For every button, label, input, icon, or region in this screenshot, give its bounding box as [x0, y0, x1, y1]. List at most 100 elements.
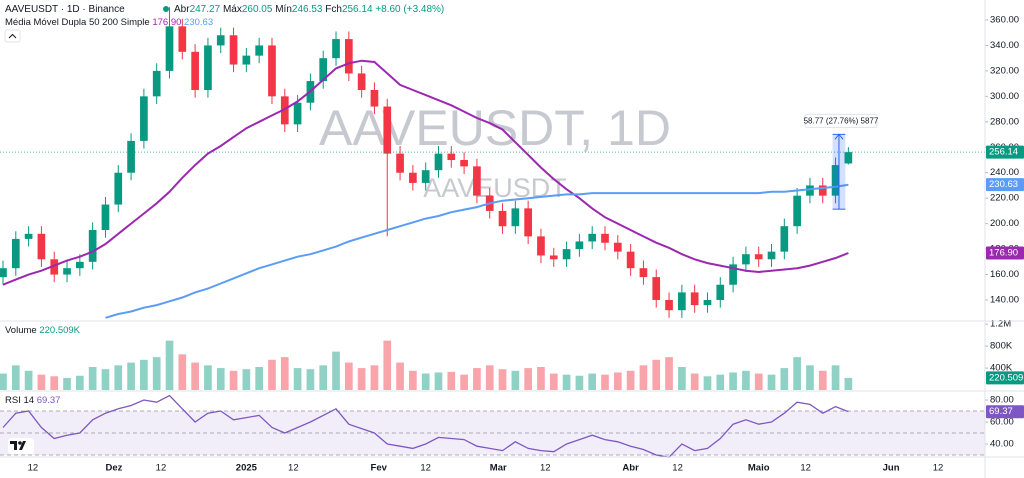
candle-body [140, 96, 148, 141]
measure-label: 58.77 (27.76%) 5877 [804, 116, 879, 125]
price-tag-label: 256.14 [989, 147, 1018, 158]
candle-body [242, 55, 251, 65]
moving-average [105, 183, 849, 319]
volume-bar [37, 374, 46, 390]
candle-body [332, 39, 340, 59]
volume-bar [613, 372, 622, 390]
candle-body [537, 236, 545, 256]
ohlc: Abr247.27 Máx260.05 Mín246.53 Fch256.14 … [174, 4, 444, 15]
volume-bar [562, 374, 571, 390]
watermark-sub: AAVEUSDT [423, 173, 567, 203]
volume-bar [409, 370, 417, 390]
y-tick-label: 360.00 [990, 14, 1019, 25]
y-tick-label: 400K [990, 363, 1013, 374]
volume-bar [396, 362, 404, 390]
y-tick-label: 60.00 [990, 417, 1014, 428]
volume-bar [216, 368, 225, 390]
ma-legend: Média Móvel Dupla 50 200 Simple 176.90 2… [5, 17, 213, 28]
y-tick-label: 1.2M [990, 319, 1011, 330]
volume-bar [678, 366, 686, 390]
candle-body [549, 255, 558, 260]
volume-bar [485, 365, 494, 390]
candle-body [88, 230, 97, 262]
candle-body [409, 172, 417, 183]
collapse-button[interactable] [4, 29, 21, 43]
open-label: Abr [174, 4, 190, 15]
candle-body [344, 39, 353, 74]
candle-body [818, 185, 827, 196]
close: 256.14 [342, 4, 373, 15]
price-tag [986, 405, 1024, 419]
watermark-main: AAVEUSDT, 1D [319, 100, 671, 156]
candle-body [396, 153, 404, 173]
volume-bar [255, 366, 264, 390]
candle-body [678, 292, 686, 311]
close-label: Fch [325, 4, 342, 15]
volume-bar [383, 340, 392, 390]
candle-body [844, 152, 853, 164]
price-tag-label: 230.63 [989, 179, 1018, 190]
y-tick-label: 80.00 [990, 395, 1014, 406]
candle-body [165, 26, 174, 71]
logo[interactable] [8, 438, 34, 454]
symbol: AAVEUSDT · 1D · Binance [5, 4, 125, 15]
candle-body [434, 153, 443, 171]
volume-bar [140, 359, 148, 390]
candle-body [280, 96, 289, 125]
candle-body [229, 35, 238, 65]
volume-bar [626, 370, 635, 390]
volume-bar [0, 373, 7, 390]
candle-body [447, 153, 456, 160]
y-tick-label: 280.00 [990, 116, 1019, 127]
candle-body [11, 238, 20, 269]
candle-body [370, 89, 379, 107]
candle-body [460, 160, 468, 167]
x-tick-label: 2025 [236, 463, 258, 474]
volume-bar [357, 368, 366, 390]
candle-body [191, 51, 199, 90]
rsi-title: RSI 14 [5, 395, 34, 406]
volume-bar [127, 362, 135, 390]
volume-bar [639, 365, 648, 390]
volume-bar [434, 372, 443, 390]
logo-dot [18, 441, 22, 445]
y-tick-label: 800K [990, 341, 1013, 352]
candle-body [575, 241, 584, 250]
candle-body [127, 140, 135, 173]
volume-bar [204, 365, 212, 390]
y-tick-label: 340.00 [990, 40, 1019, 51]
rsi-legend: RSI 14 69.37 [5, 395, 60, 406]
x-tick-label: Dez [106, 463, 123, 474]
candle-body [524, 208, 532, 237]
candle-body [293, 102, 302, 125]
x-tick-label: Abr [622, 463, 639, 474]
candle-body [421, 170, 430, 183]
volume-bar [524, 368, 532, 390]
volume-bar [601, 374, 609, 390]
price-tag-label: 220.509K [989, 372, 1024, 383]
volume-bar [242, 369, 251, 390]
measure-arrow-head [834, 133, 844, 140]
volume-bar [63, 377, 71, 390]
x-tick-label: Maio [748, 463, 770, 474]
candle-body [703, 300, 712, 306]
rsi-value: 69.37 [37, 395, 61, 406]
candle-body [63, 268, 71, 275]
change: +8.60 (+3.48%) [375, 4, 444, 15]
price-tag-label: 69.37 [989, 406, 1013, 417]
candle-body [50, 259, 59, 275]
volume-bar [806, 365, 814, 390]
x-tick-label: 12 [28, 463, 39, 474]
volume-bar [549, 373, 558, 390]
volume-bar [703, 376, 712, 390]
volume-bar [50, 376, 59, 390]
volume-bar [793, 357, 801, 390]
candle-body [742, 254, 750, 265]
candle-body [652, 277, 661, 301]
status-dot [163, 6, 169, 12]
candle-body [152, 70, 161, 97]
volume-bar [742, 370, 750, 390]
ma-name: Média Móvel Dupla 50 200 Simple [5, 17, 150, 28]
volume-bar [844, 377, 853, 390]
price-tag [986, 246, 1024, 260]
